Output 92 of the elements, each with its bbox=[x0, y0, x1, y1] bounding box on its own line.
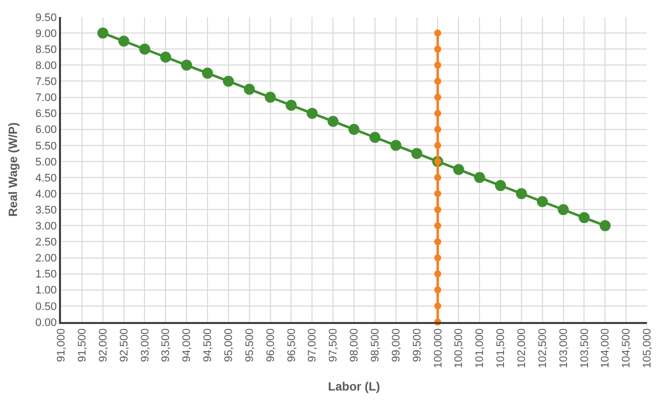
x-tick-label: 102,500 bbox=[536, 328, 549, 368]
point bbox=[434, 238, 442, 246]
x-tick-label: 95,500 bbox=[244, 328, 256, 362]
point bbox=[434, 302, 442, 310]
y-tick-label: 0.50 bbox=[35, 300, 57, 313]
point bbox=[474, 172, 486, 184]
point bbox=[434, 190, 442, 198]
x-tick-label: 99,000 bbox=[390, 328, 402, 362]
point bbox=[264, 92, 276, 103]
x-axis-title: Labor (L) bbox=[328, 380, 380, 394]
x-tick-label: 101,000 bbox=[474, 328, 486, 368]
y-axis-title: Real Wage (W/P) bbox=[6, 122, 20, 217]
x-tick-label: 93,000 bbox=[139, 328, 152, 362]
y-tick-label: 1.00 bbox=[35, 284, 57, 297]
point bbox=[160, 52, 172, 63]
x-tick-label: 105,000 bbox=[642, 328, 654, 368]
point bbox=[306, 108, 318, 119]
point bbox=[202, 68, 213, 79]
point bbox=[536, 196, 548, 208]
point bbox=[600, 220, 611, 232]
point bbox=[369, 132, 380, 143]
x-tick-label: 97,500 bbox=[328, 328, 340, 362]
y-tick-label: 0.00 bbox=[35, 316, 57, 329]
point bbox=[434, 222, 442, 230]
point bbox=[244, 84, 255, 95]
point bbox=[434, 174, 442, 182]
point bbox=[434, 110, 442, 117]
y-tick-label: 7.00 bbox=[35, 92, 57, 104]
x-tick-label: 102,000 bbox=[516, 328, 528, 368]
x-tick-label: 100,000 bbox=[432, 328, 444, 368]
y-tick-label: 3.00 bbox=[35, 220, 57, 233]
x-tick-label: 93,500 bbox=[160, 328, 172, 362]
x-tick-label: 100,500 bbox=[453, 328, 466, 368]
point bbox=[286, 100, 297, 111]
point bbox=[222, 76, 234, 87]
x-tick-label: 103,500 bbox=[578, 328, 591, 368]
point bbox=[434, 62, 442, 69]
x-tick-label: 99,500 bbox=[411, 328, 424, 362]
point bbox=[495, 180, 506, 192]
y-tick-label: 8.50 bbox=[35, 44, 57, 56]
point bbox=[348, 124, 360, 135]
x-tick-label: 98,000 bbox=[348, 328, 361, 362]
point bbox=[434, 142, 442, 149]
y-tick-label: 6.50 bbox=[35, 108, 57, 120]
x-tick-label: 91,000 bbox=[56, 328, 68, 362]
x-tick-label: 104,000 bbox=[600, 328, 612, 368]
point bbox=[434, 254, 442, 262]
y-tick-label: 9.50 bbox=[35, 12, 57, 24]
x-tick-label: 104,500 bbox=[620, 328, 633, 368]
x-tick-label: 94,000 bbox=[181, 328, 194, 362]
x-tick-label: 91,500 bbox=[76, 328, 89, 362]
y-tick-label: 8.00 bbox=[35, 60, 57, 72]
x-tick-label: 92,000 bbox=[97, 328, 110, 362]
point bbox=[434, 270, 442, 278]
point bbox=[516, 188, 527, 200]
y-tick-label: 2.50 bbox=[35, 236, 57, 249]
point bbox=[434, 126, 442, 133]
y-tick-label: 4.50 bbox=[35, 172, 57, 184]
y-tick-label: 5.00 bbox=[35, 156, 57, 168]
y-tick-label: 7.50 bbox=[35, 76, 57, 88]
point bbox=[118, 36, 130, 47]
y-tick-label: 9.00 bbox=[35, 28, 57, 40]
x-tick-label: 101,500 bbox=[495, 328, 508, 368]
point bbox=[139, 44, 150, 55]
y-tick-label: 2.00 bbox=[35, 252, 57, 265]
point bbox=[434, 286, 442, 294]
point bbox=[453, 164, 464, 175]
point bbox=[578, 212, 590, 224]
x-tick-label: 94,500 bbox=[202, 328, 214, 362]
point bbox=[390, 140, 402, 151]
x-tick-label: 97,000 bbox=[306, 328, 319, 362]
point bbox=[434, 46, 442, 53]
x-tick-label: 92,500 bbox=[118, 328, 130, 362]
x-tick-label: 96,000 bbox=[264, 328, 277, 362]
point bbox=[434, 30, 442, 37]
point bbox=[328, 116, 339, 127]
point bbox=[434, 94, 442, 101]
x-tick-label: 98,500 bbox=[370, 328, 382, 362]
y-tick-label: 1.50 bbox=[35, 268, 57, 281]
point bbox=[97, 28, 108, 39]
point bbox=[181, 60, 192, 71]
y-tick-label: 6.00 bbox=[35, 124, 57, 136]
x-tick-label: 103,000 bbox=[558, 328, 570, 368]
y-tick-label: 4.00 bbox=[35, 188, 57, 200]
y-tick-label: 3.50 bbox=[35, 204, 57, 216]
point bbox=[434, 206, 442, 214]
point bbox=[411, 148, 422, 159]
x-tick-label: 95,000 bbox=[223, 328, 236, 362]
y-tick-label: 5.50 bbox=[35, 140, 57, 152]
point bbox=[434, 78, 442, 85]
x-tick-label: 96,500 bbox=[286, 328, 298, 362]
point bbox=[558, 204, 569, 216]
